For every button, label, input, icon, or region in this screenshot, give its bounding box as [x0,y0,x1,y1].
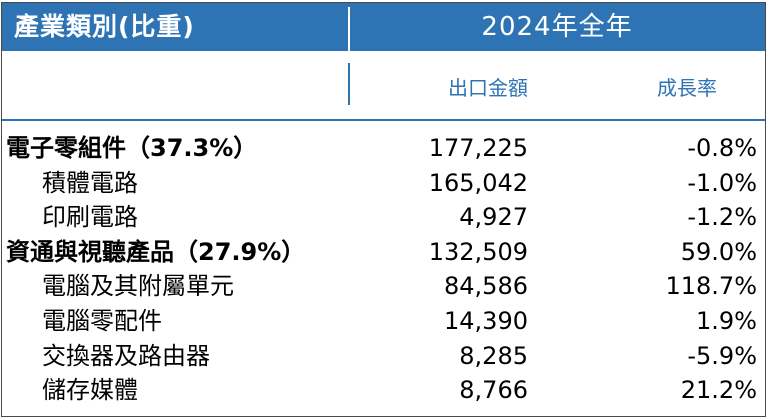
subheader-divider [348,63,350,105]
table-row: 電腦零配件 14,390 1.9% [2,304,765,339]
row-growth-rate: 59.0% [680,237,757,266]
row-export-amount: 84,586 [444,272,528,301]
table-row: 儲存媒體 8,766 21.2% [2,373,765,408]
table-header: 產業類別(比重) 2024年全年 [2,3,765,51]
row-export-amount: 177,225 [428,134,528,162]
row-growth-rate: -1.2% [687,203,757,232]
row-growth-rate: 1.9% [696,306,757,335]
category-column-title: 產業類別(比重) [14,12,195,41]
growth-rate-header: 成長率 [657,76,717,100]
table-row: 電腦及其附屬單元 84,586 118.7% [2,269,765,304]
row-export-amount: 132,509 [428,237,528,266]
row-export-amount: 14,390 [444,306,528,335]
row-growth-rate: 21.2% [680,376,757,405]
row-export-amount: 165,042 [428,168,528,197]
header-divider [348,7,350,51]
table-row: 資通與視聽產品（27.9%） 132,509 59.0% [2,235,765,270]
row-growth-rate: -1.0% [687,168,757,197]
table-row: 印刷電路 4,927 -1.2% [2,200,765,235]
table-row: 電子零組件（37.3%） 177,225 -0.8% [2,131,765,166]
row-growth-rate: 118.7% [665,272,757,301]
export-amount-header: 出口金額 [448,76,528,100]
year-column-title: 2024年全年 [481,12,633,42]
row-category: 電腦及其附屬單元 [42,272,234,301]
table-row: 交換器及路由器 8,285 -5.9% [2,339,765,374]
row-category: 儲存媒體 [42,376,138,405]
table-body: 電子零組件（37.3%） 177,225 -0.8% 積體電路 165,042 … [2,131,765,408]
row-growth-rate: -5.9% [687,341,757,370]
header-rule [2,119,765,121]
row-category: 電子零組件（37.3%） [6,134,258,162]
table-row: 積體電路 165,042 -1.0% [2,166,765,201]
row-export-amount: 8,766 [459,376,528,405]
row-export-amount: 4,927 [459,203,528,232]
row-category: 交換器及路由器 [42,341,210,370]
row-category: 積體電路 [42,168,138,197]
row-category: 資通與視聽產品（27.9%） [6,237,306,266]
row-export-amount: 8,285 [459,341,528,370]
row-category: 印刷電路 [42,203,138,232]
row-growth-rate: -0.8% [687,134,757,162]
row-category: 電腦零配件 [42,306,162,335]
